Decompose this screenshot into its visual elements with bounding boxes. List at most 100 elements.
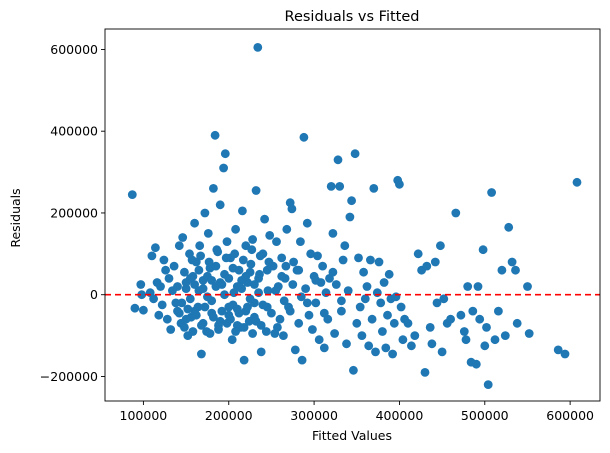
- chart-title: Residuals vs Fitted: [285, 9, 420, 25]
- scatter-point: [389, 318, 399, 328]
- scatter-point: [147, 251, 157, 261]
- points-layer: [127, 43, 582, 389]
- scatter-point: [420, 368, 430, 377]
- scatter-point: [258, 300, 268, 310]
- scatter-point: [239, 323, 249, 332]
- x-axis: 100000 200000 300000 400000 500000 600000: [120, 401, 594, 423]
- scatter-point: [360, 294, 370, 304]
- scatter-point: [275, 314, 285, 324]
- scatter-point: [136, 280, 146, 289]
- scatter-point: [371, 347, 380, 357]
- scatter-point: [246, 259, 256, 269]
- scatter-point: [381, 343, 391, 353]
- scatter-point: [352, 318, 362, 328]
- scatter-point: [512, 318, 522, 328]
- scatter-point: [318, 261, 327, 271]
- scatter-point: [357, 331, 367, 340]
- scatter-point: [272, 237, 281, 247]
- scatter-point: [157, 300, 167, 310]
- scatter-point: [456, 310, 466, 320]
- scatter-point: [137, 290, 147, 300]
- scatter-point: [451, 208, 461, 218]
- scatter-point: [366, 255, 375, 265]
- y-tick-label: −200000: [40, 369, 98, 384]
- scatter-point: [203, 292, 212, 302]
- scatter-point: [200, 302, 210, 312]
- scatter-point: [446, 314, 455, 324]
- y-axis-label: Residuals: [8, 188, 23, 247]
- y-tick-label: 600000: [50, 42, 98, 57]
- scatter-point: [156, 282, 165, 291]
- scatter-point: [180, 323, 189, 332]
- scatter-point: [238, 206, 247, 216]
- scatter-point: [261, 327, 271, 336]
- scatter-point: [362, 282, 372, 291]
- scatter-point: [149, 294, 159, 304]
- scatter-point: [174, 241, 184, 251]
- scatter-point: [507, 257, 517, 267]
- scatter-point: [209, 184, 218, 193]
- scatter-point: [154, 310, 164, 320]
- scatter-point: [215, 278, 225, 287]
- scatter-point: [422, 261, 432, 271]
- scatter-point: [197, 349, 206, 359]
- scatter-point: [230, 249, 240, 259]
- scatter-point: [369, 184, 379, 193]
- scatter-point: [282, 224, 292, 234]
- scatter-point: [326, 182, 336, 191]
- x-tick-label: 600000: [546, 408, 594, 423]
- scatter-point: [277, 253, 287, 263]
- scatter-point: [221, 253, 231, 263]
- scatter-point: [231, 224, 241, 234]
- scatter-point: [224, 302, 234, 312]
- scatter-point: [279, 331, 288, 340]
- scatter-point: [302, 298, 312, 308]
- scatter-point: [395, 179, 404, 189]
- scatter-point: [483, 380, 493, 389]
- scatter-point: [306, 249, 316, 259]
- scatter-point: [314, 335, 324, 345]
- scatter-point: [271, 286, 281, 295]
- scatter-point: [190, 218, 200, 228]
- scatter-point: [174, 308, 184, 318]
- scatter-point: [459, 327, 469, 336]
- scatter-point: [297, 355, 307, 365]
- scatter-point: [432, 298, 442, 308]
- scatter-point: [250, 280, 259, 289]
- scatter-point: [427, 339, 437, 349]
- scatter-point: [183, 304, 193, 314]
- scatter-point: [273, 323, 282, 332]
- plot-frame: [104, 28, 601, 402]
- scatter-point: [205, 329, 215, 338]
- scatter-point: [198, 284, 208, 293]
- scatter-point: [378, 327, 387, 336]
- scatter-point: [313, 251, 322, 261]
- scatter-point: [308, 325, 317, 334]
- scatter-point: [255, 251, 265, 261]
- scatter-point: [187, 255, 197, 265]
- scatter-point: [294, 265, 304, 275]
- scatter-point: [475, 314, 485, 324]
- scatter-point: [299, 132, 309, 142]
- scatter-point: [396, 302, 406, 312]
- scatter-point: [181, 278, 191, 287]
- scatter-point: [247, 245, 257, 255]
- scatter-point: [263, 286, 273, 295]
- scatter-point: [231, 327, 241, 336]
- scatter-point: [234, 308, 244, 318]
- x-tick-label: 500000: [461, 408, 509, 423]
- scatter-point: [364, 341, 374, 351]
- scatter-point: [487, 188, 496, 197]
- scatter-point: [511, 265, 520, 275]
- scatter-point: [296, 237, 305, 247]
- scatter-point: [214, 325, 223, 334]
- scatter-point: [161, 265, 171, 275]
- scatter-point: [374, 257, 384, 267]
- scatter-point: [185, 294, 195, 304]
- scatter-point: [355, 302, 365, 312]
- scatter-point: [437, 347, 447, 357]
- scatter-point: [162, 314, 172, 324]
- scatter-point: [337, 296, 346, 306]
- scatter-point: [164, 274, 174, 283]
- scatter-point: [482, 323, 491, 332]
